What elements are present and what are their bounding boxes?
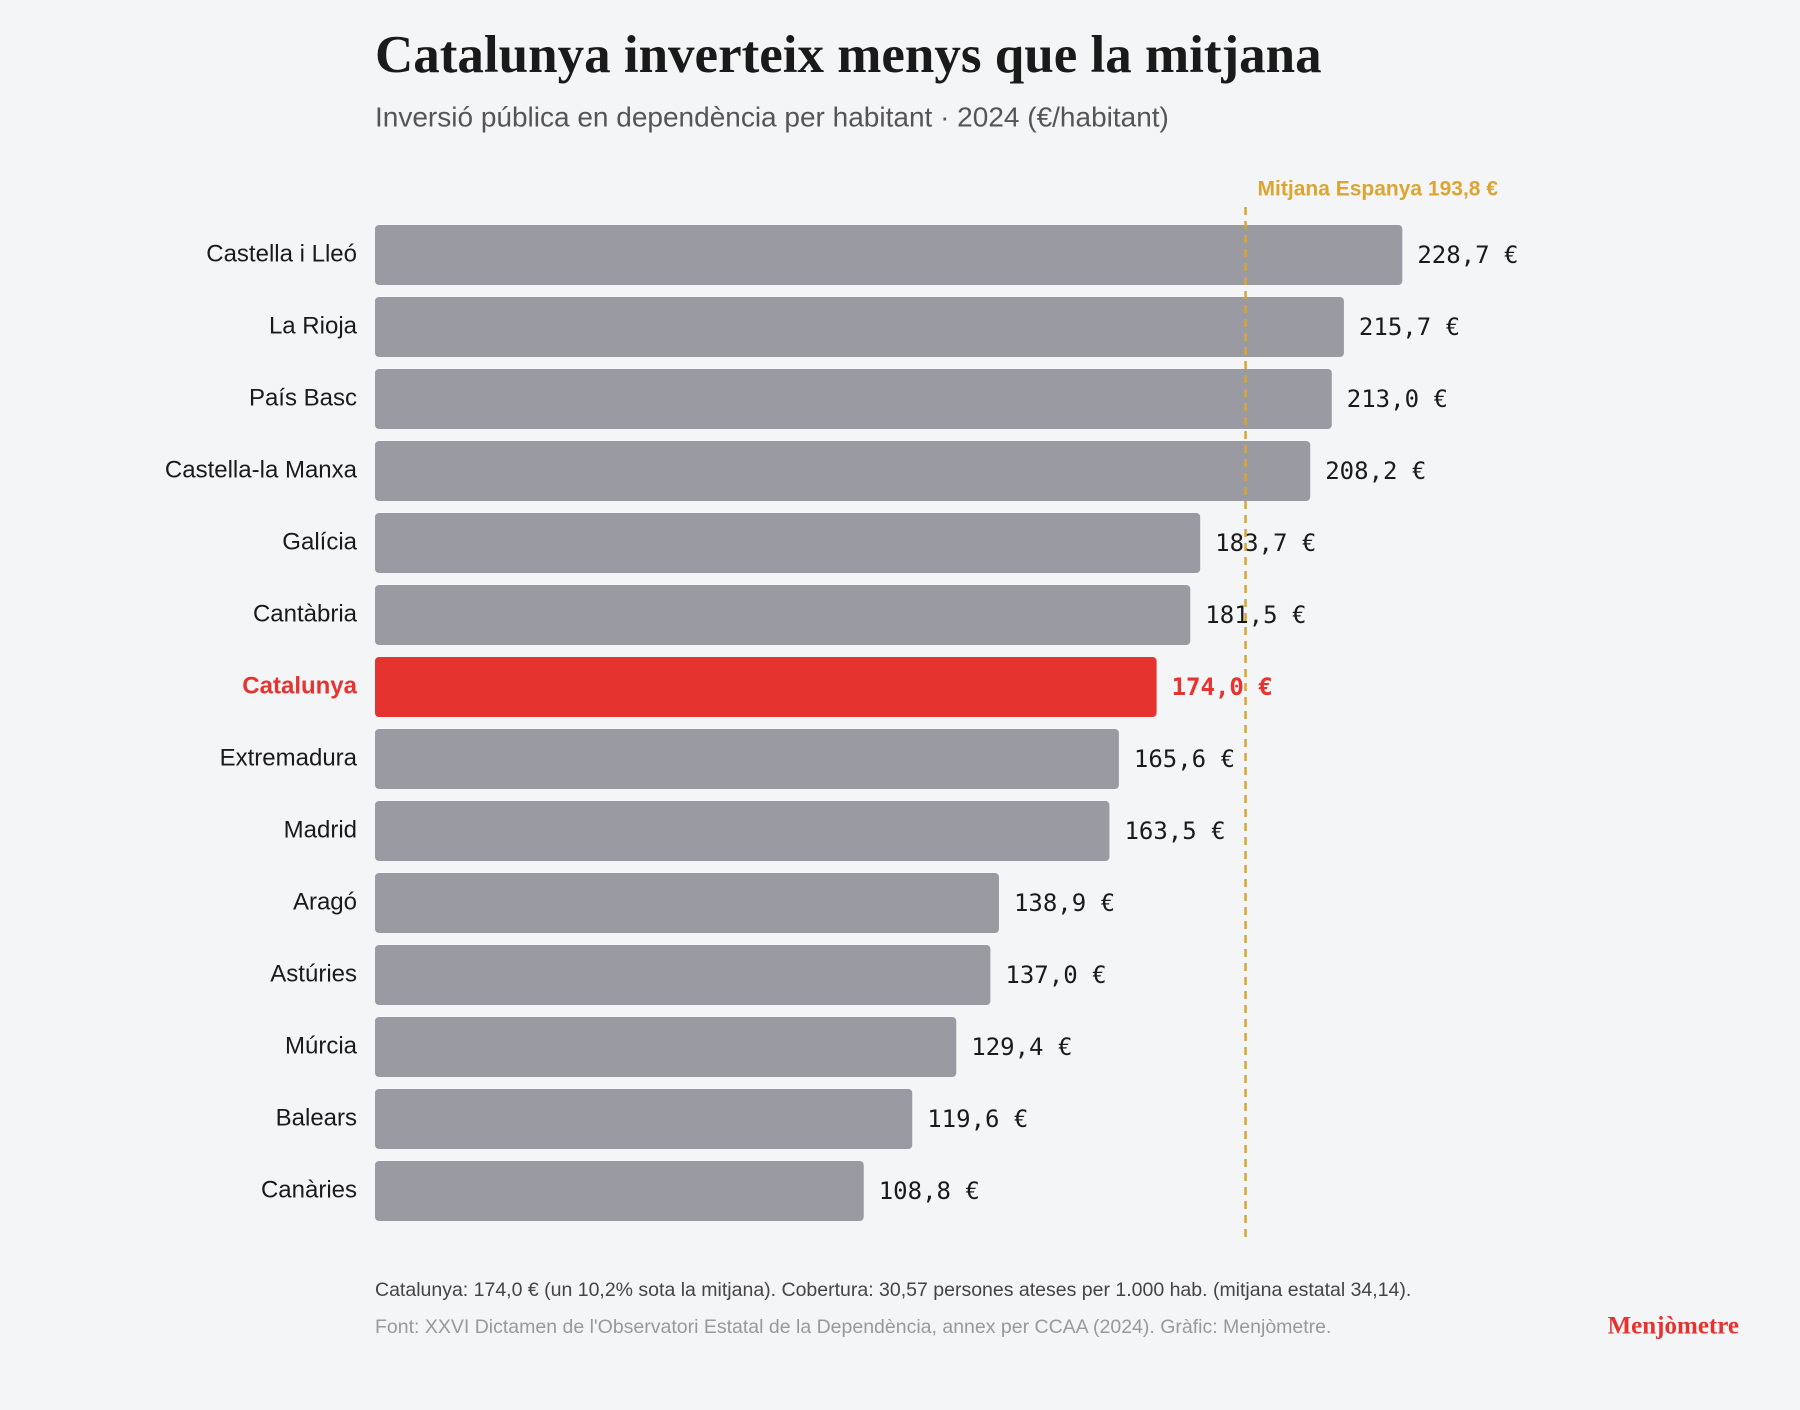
value-label: 165,6 € — [1134, 745, 1235, 773]
value-label: 108,8 € — [879, 1177, 980, 1205]
source: Font: XXVI Dictamen de l'Observatori Est… — [375, 1316, 1331, 1338]
bar — [375, 801, 1110, 861]
value-label: 228,7 € — [1417, 241, 1518, 269]
bar — [375, 369, 1332, 429]
value-label: 183,7 € — [1215, 529, 1316, 557]
chart-subtitle: Inversió pública en dependència per habi… — [375, 101, 1169, 132]
category-label: Aragó — [293, 888, 357, 915]
bar — [375, 1089, 913, 1149]
bar — [375, 729, 1119, 789]
value-label: 119,6 € — [927, 1105, 1028, 1133]
category-label: Múrcia — [285, 1032, 358, 1059]
value-label: 137,0 € — [1005, 961, 1106, 989]
category-label: Astúries — [270, 960, 357, 987]
category-label: Madrid — [284, 816, 357, 843]
reference-label: Mitjana Espanya 193,8 € — [1258, 178, 1499, 201]
category-label: Extremadura — [220, 744, 358, 771]
bar — [375, 297, 1344, 357]
value-label: 208,2 € — [1325, 457, 1426, 485]
value-label: 129,4 € — [971, 1033, 1072, 1061]
bar — [375, 1161, 864, 1221]
value-label: 213,0 € — [1347, 385, 1448, 413]
bar — [375, 513, 1201, 573]
bar — [375, 225, 1403, 285]
category-label: Balears — [276, 1104, 357, 1131]
bar — [375, 873, 999, 933]
category-label: Galícia — [282, 528, 357, 555]
footnote: Catalunya: 174,0 € (un 10,2% sota la mit… — [375, 1279, 1411, 1301]
category-label: La Rioja — [269, 312, 358, 339]
chart-title: Catalunya inverteix menys que la mitjana — [375, 26, 1322, 84]
value-label: 174,0 € — [1172, 673, 1273, 701]
bar — [375, 441, 1311, 501]
value-label: 138,9 € — [1014, 889, 1115, 917]
bar — [375, 657, 1157, 717]
category-label: Catalunya — [242, 672, 357, 699]
value-label: 181,5 € — [1205, 601, 1306, 629]
category-label: Castella i Lleó — [206, 240, 357, 267]
bar — [375, 1017, 957, 1077]
bar — [375, 585, 1191, 645]
value-label: 163,5 € — [1124, 817, 1225, 845]
value-label: 215,7 € — [1359, 313, 1460, 341]
brand: Menjòmetre — [1608, 1313, 1739, 1340]
category-label: Cantàbria — [253, 600, 358, 627]
category-label: Castella-la Manxa — [165, 456, 358, 483]
category-label: Canàries — [261, 1176, 357, 1203]
category-label: País Basc — [249, 384, 357, 411]
bar — [375, 945, 991, 1005]
